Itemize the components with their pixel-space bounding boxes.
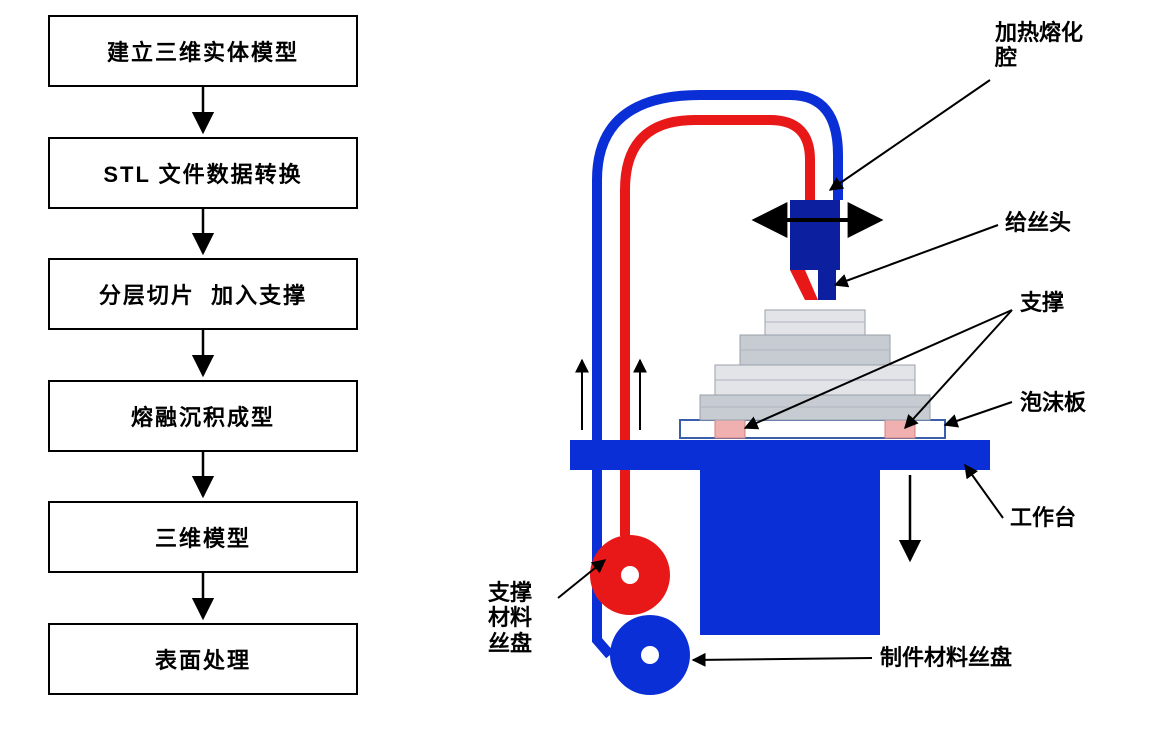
diagram-svg bbox=[0, 0, 1160, 746]
print-head bbox=[755, 200, 880, 300]
tube-flow-arrows bbox=[582, 360, 640, 430]
arr-heating bbox=[830, 80, 990, 190]
arr-foam bbox=[945, 402, 1012, 425]
spools bbox=[590, 535, 690, 695]
arr-table bbox=[965, 465, 1003, 518]
pedestal bbox=[700, 470, 880, 635]
arr-pspool bbox=[693, 658, 872, 660]
work-table bbox=[570, 440, 990, 470]
arr-support1 bbox=[905, 310, 1012, 428]
arr-feedhead bbox=[835, 225, 998, 285]
printed-part bbox=[700, 310, 930, 420]
